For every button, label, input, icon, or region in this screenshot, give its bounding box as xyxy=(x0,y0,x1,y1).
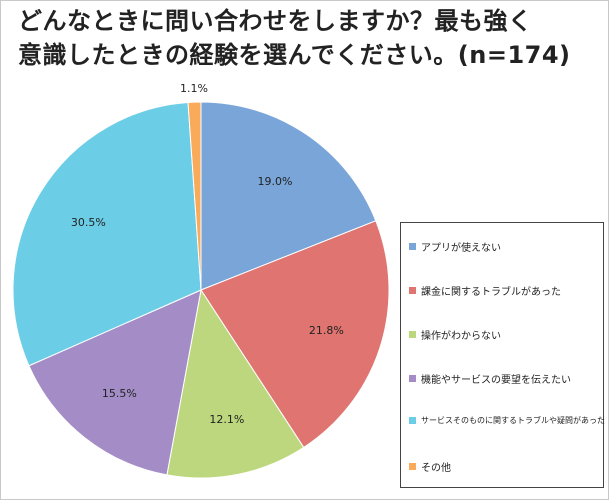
legend-label-3: 機能やサービスの要望を伝えたい xyxy=(421,375,571,386)
legend-label-4: サービスそのものに関するトラブルや疑問があった xyxy=(421,416,605,425)
pie-slice-0 xyxy=(200,101,377,291)
pie-slice-2 xyxy=(166,288,305,479)
legend-swatch-3 xyxy=(409,375,416,382)
chart-title-line-2: 意識したときの経験を選んでください。(n=174) xyxy=(18,41,571,69)
pie-slice-4 xyxy=(12,101,202,367)
pie-slice-3 xyxy=(28,289,202,476)
legend-label-1: 課金に関するトラブルがあった xyxy=(421,287,561,298)
legend-swatch-1 xyxy=(409,287,416,294)
legend-item-5: その他 xyxy=(409,459,451,474)
legend-item-2: 操作がわからない xyxy=(409,327,501,342)
pie-slice-label-4: 30.5% xyxy=(71,216,106,229)
legend-item-1: 課金に関するトラブルがあった xyxy=(409,283,561,298)
legend-swatch-2 xyxy=(409,331,416,338)
pie-slice-1 xyxy=(200,220,390,449)
legend-swatch-5 xyxy=(409,463,416,470)
pie-slice-label-3: 15.5% xyxy=(102,387,137,400)
legend-swatch-0 xyxy=(409,243,416,250)
legend-swatch-4 xyxy=(409,417,416,424)
legend-item-0: アプリが使えない xyxy=(409,239,501,254)
chart-legend: アプリが使えない課金に関するトラブルがあった 操作がわからない機能やサービスの要望… xyxy=(400,222,605,488)
legend-label-2: 操作がわからない xyxy=(421,331,501,342)
chart-title: どんなときに問い合わせをしますか？最も強く 意識したときの経験を選んでください。… xyxy=(18,4,598,72)
legend-label-0: アプリが使えない xyxy=(421,243,501,254)
pie-slice-5 xyxy=(187,101,202,291)
legend-label-5: その他 xyxy=(421,463,451,474)
legend-item-3: 機能やサービスの要望を伝えたい xyxy=(409,371,571,386)
pie-slice-label-5: 1.1% xyxy=(180,82,208,95)
pie-slice-label-2: 12.1% xyxy=(209,413,244,426)
pie-slice-label-0: 19.0% xyxy=(258,175,293,188)
legend-item-4: サービスそのものに関するトラブルや疑問があった xyxy=(409,415,605,426)
chart-title-line-1: どんなときに問い合わせをしますか？最も強く xyxy=(18,7,533,35)
pie-slice-label-1: 21.8% xyxy=(309,324,344,337)
